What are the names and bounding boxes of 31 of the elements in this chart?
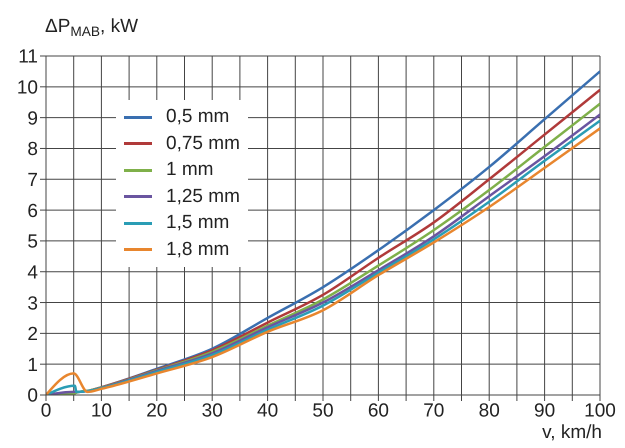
x-tick-label: 100 [584,400,616,422]
y-tick-label: 3 [27,293,38,314]
y-tick-label: 8 [27,139,38,160]
legend-label: 1,8 mm [166,238,230,261]
legend-label: 0,75 mm [166,132,240,155]
y-tick-label: 1 [27,354,38,376]
x-tick-label: 20 [146,400,168,422]
y-tick-label: 7 [27,170,38,192]
y-tick-label: 5 [27,232,38,253]
x-tick-label: 0 [40,400,52,422]
x-tick-label: 40 [257,400,278,422]
legend-label: 1,5 mm [166,212,230,234]
legend-label: 1,25 mm [166,186,240,208]
x-tick-label: 10 [90,400,112,422]
y-tick-label: 6 [27,200,38,222]
y-tick-label: 2 [27,324,38,346]
x-tick-label: 30 [202,400,223,422]
legend-label: 1 mm [166,159,214,182]
x-tick-label: 80 [478,400,500,422]
y-tick-label: 10 [16,78,38,99]
y-tick-label: 0 [27,386,38,407]
y-tick-label: 11 [18,46,38,68]
y-tick-label: 9 [27,108,38,130]
x-tick-label: 70 [423,400,444,422]
legend-label: 0,5 mm [166,106,230,128]
y-tick-label: 4 [27,262,38,284]
x-tick-label: 90 [534,400,556,422]
x-axis-title: v, km/h [542,422,602,443]
x-tick-label: 50 [312,400,334,422]
y-axis-title: ΔP$_{MAB}$, kW [45,16,138,38]
x-tick-label: 60 [368,400,389,422]
